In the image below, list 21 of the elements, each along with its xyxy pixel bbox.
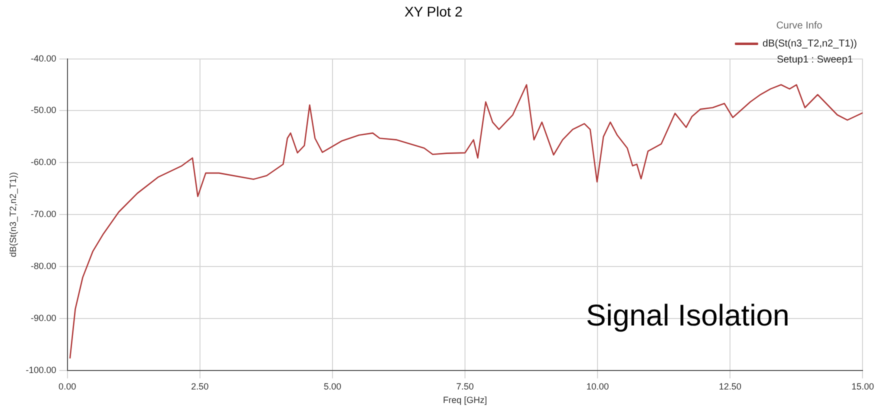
y-tick-label: -70.00 (30, 209, 56, 220)
y-tick-label: -80.00 (30, 261, 56, 272)
x-tick-label: 0.00 (58, 381, 76, 392)
chart-title: XY Plot 2 (404, 3, 463, 20)
x-axis-title: Freq [GHz] (443, 395, 488, 406)
x-tick-label: 5.00 (324, 381, 342, 392)
y-tick-label: -40.00 (30, 53, 56, 64)
x-tick-label: 2.50 (191, 381, 209, 392)
x-tick-label: 12.50 (718, 381, 742, 392)
legend-label: dB(St(n3_T2,n2_T1)) (762, 38, 858, 50)
y-axis-title: dB(St(n3_T2,n2_T1)) (8, 172, 18, 258)
annotation: Setup1 : Sweep1 (776, 54, 854, 66)
y-tick-label: -60.00 (30, 157, 56, 168)
y-tick-label: -50.00 (30, 105, 56, 116)
x-tick-label: 10.00 (586, 381, 609, 392)
y-tick-label: -90.00 (30, 312, 56, 323)
legend-title: Curve Info (776, 20, 823, 32)
annotation: Signal Isolation (586, 300, 790, 333)
y-tick-label: -100.00 (26, 364, 56, 375)
x-tick-label: 15.00 (851, 381, 874, 392)
x-tick-label: 7.50 (456, 381, 474, 392)
